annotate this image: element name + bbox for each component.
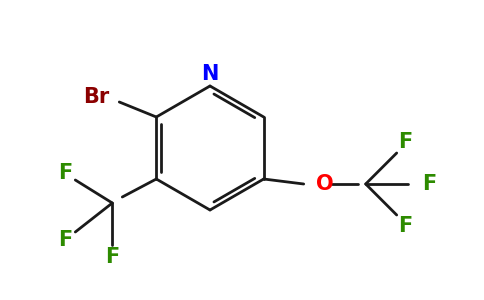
Text: F: F — [398, 132, 413, 152]
Text: O: O — [316, 174, 333, 194]
Text: F: F — [398, 216, 413, 236]
Text: Br: Br — [83, 87, 109, 107]
Text: F: F — [422, 174, 436, 194]
Text: F: F — [58, 163, 73, 183]
Text: N: N — [201, 64, 219, 84]
Text: F: F — [105, 247, 120, 267]
Text: F: F — [58, 230, 73, 250]
